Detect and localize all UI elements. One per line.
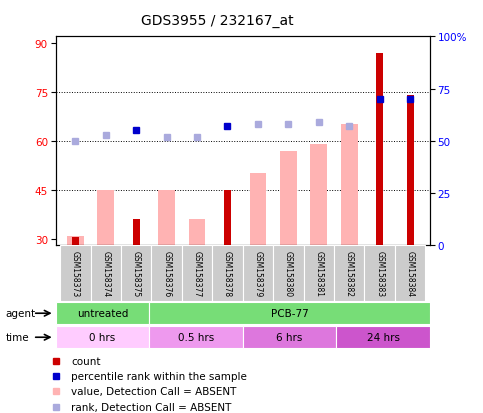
Bar [158,190,175,246]
Text: GSM158382: GSM158382 [345,250,354,297]
Bar [212,246,242,301]
Bar [395,246,426,301]
Bar [304,246,334,301]
Bar [273,246,304,301]
Bar [311,145,327,246]
Text: percentile rank within the sample: percentile rank within the sample [71,371,247,381]
Bar [336,326,430,349]
Text: GSM158375: GSM158375 [132,250,141,297]
Text: GSM158381: GSM158381 [314,250,323,297]
Bar [67,236,84,246]
Bar [60,246,90,301]
Text: 24 hrs: 24 hrs [367,332,399,342]
Bar [250,174,266,246]
Text: GSM158378: GSM158378 [223,250,232,297]
Bar [72,237,79,246]
Text: GSM158374: GSM158374 [101,250,110,297]
Bar [365,246,395,301]
Text: 0.5 hrs: 0.5 hrs [178,332,214,342]
Bar [149,326,242,349]
Text: untreated: untreated [77,308,128,318]
Bar [90,246,121,301]
Text: GSM158380: GSM158380 [284,250,293,297]
Bar [56,302,149,325]
Bar [189,220,205,246]
Text: GSM158377: GSM158377 [193,250,201,297]
Bar [56,326,149,349]
Bar [98,190,114,246]
Bar [149,302,430,325]
Bar [133,220,140,246]
Bar [280,151,297,246]
Bar [341,125,357,246]
Text: value, Detection Call = ABSENT: value, Detection Call = ABSENT [71,387,237,396]
Bar [334,246,365,301]
Text: GSM158383: GSM158383 [375,250,384,297]
Text: rank, Detection Call = ABSENT: rank, Detection Call = ABSENT [71,402,232,412]
Bar [242,326,336,349]
Text: PCB-77: PCB-77 [270,308,308,318]
Text: GDS3955 / 232167_at: GDS3955 / 232167_at [141,14,294,28]
Bar [151,246,182,301]
Text: GSM158373: GSM158373 [71,250,80,297]
Text: agent: agent [6,309,36,318]
Bar [376,53,383,246]
Bar [121,246,151,301]
Bar [224,190,231,246]
Text: count: count [71,356,101,366]
Bar [182,246,212,301]
Text: time: time [6,332,29,342]
Text: 6 hrs: 6 hrs [276,332,303,342]
Text: 0 hrs: 0 hrs [89,332,115,342]
Text: GSM158384: GSM158384 [406,250,414,297]
Bar [242,246,273,301]
Text: GSM158376: GSM158376 [162,250,171,297]
Text: GSM158379: GSM158379 [254,250,262,297]
Bar [407,96,413,246]
